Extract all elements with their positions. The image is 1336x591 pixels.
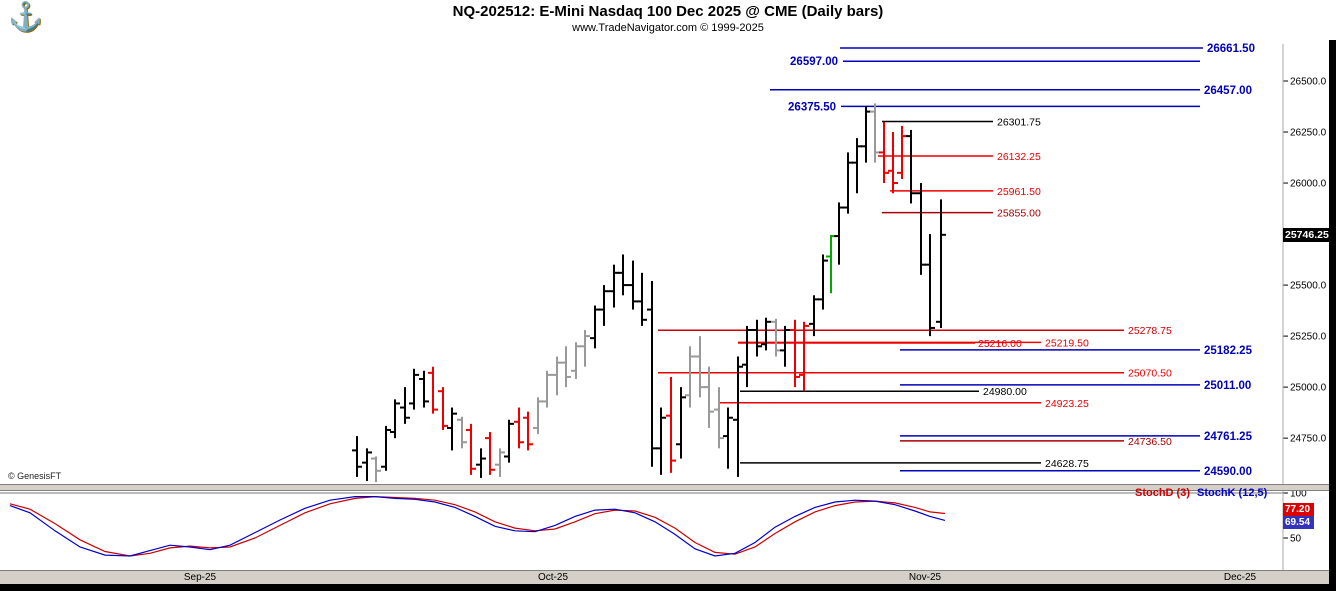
stoch-k-line bbox=[9, 496, 946, 557]
level-label: 25219.50 bbox=[1045, 337, 1089, 349]
price-axis-label: 25250.0 bbox=[1290, 332, 1327, 343]
stoch-k-value-badge: 69.54 bbox=[1283, 516, 1314, 529]
level-label: 25070.50 bbox=[1128, 368, 1172, 380]
level-label: 25182.25 bbox=[1204, 345, 1253, 357]
last-price-badge: 25746.25 bbox=[1283, 228, 1335, 242]
stoch-axis-label: 50 bbox=[1290, 534, 1302, 545]
date-axis-strip[interactable]: Sep-25 Oct-25 Nov-25 Dec-25 bbox=[0, 570, 1329, 585]
price-axis-label: 26000.0 bbox=[1290, 179, 1327, 190]
genesis-anchor-logo-icon: ⚓ bbox=[8, 1, 43, 32]
level-label: 24923.25 bbox=[1045, 398, 1089, 410]
level-label: 25855.00 bbox=[997, 208, 1041, 220]
level-label: 25216.00 bbox=[978, 338, 1022, 350]
price-axis-label: 26500.0 bbox=[1290, 77, 1327, 88]
level-label: 24628.75 bbox=[1045, 458, 1089, 470]
stoch-k-legend-label: StochK (12,5) bbox=[1197, 487, 1268, 499]
chart-title: NQ-202512: E-Mini Nasdaq 100 Dec 2025 @ … bbox=[452, 3, 884, 20]
month-label: Dec-25 bbox=[1223, 572, 1257, 583]
level-label: 26375.50 bbox=[788, 101, 836, 113]
level-label: 25961.50 bbox=[997, 186, 1041, 198]
level-label: 25278.75 bbox=[1128, 325, 1172, 337]
level-label: 26457.00 bbox=[1204, 85, 1252, 97]
stoch-d-line bbox=[9, 495, 946, 557]
stoch-d-value-badge: 77.20 bbox=[1283, 503, 1314, 516]
level-label: 26132.25 bbox=[997, 151, 1041, 163]
level-label: 24590.00 bbox=[1204, 466, 1252, 478]
price-axis-label: 26250.0 bbox=[1290, 128, 1327, 139]
chart-subtitle: www.TradeNavigator.com © 1999-2025 bbox=[572, 22, 764, 34]
month-label: Oct-25 bbox=[537, 572, 569, 583]
level-label: 26597.00 bbox=[790, 56, 838, 68]
panel-divider[interactable] bbox=[0, 484, 1329, 491]
price-axis-label: 25500.0 bbox=[1290, 281, 1327, 292]
price-axis-label: 24750.0 bbox=[1290, 434, 1327, 445]
price-axis-label: 25000.0 bbox=[1290, 383, 1327, 394]
level-label: 24761.25 bbox=[1204, 431, 1253, 443]
level-label: 26661.50 bbox=[1207, 43, 1255, 55]
level-label: 25011.00 bbox=[1204, 380, 1251, 392]
right-border-bar bbox=[1329, 40, 1336, 591]
bottom-border-bar bbox=[0, 584, 1336, 591]
stoch-axis-label: 100 bbox=[1290, 489, 1307, 500]
level-label: 26301.75 bbox=[997, 116, 1041, 128]
month-label: Nov-25 bbox=[908, 572, 942, 583]
level-label: 24980.00 bbox=[983, 386, 1027, 398]
month-label: Sep-25 bbox=[183, 572, 217, 583]
level-label: 24736.50 bbox=[1128, 436, 1172, 448]
stoch-d-legend-label: StochD (3) bbox=[1135, 487, 1190, 499]
genesisft-watermark: © GenesisFT bbox=[8, 471, 62, 481]
